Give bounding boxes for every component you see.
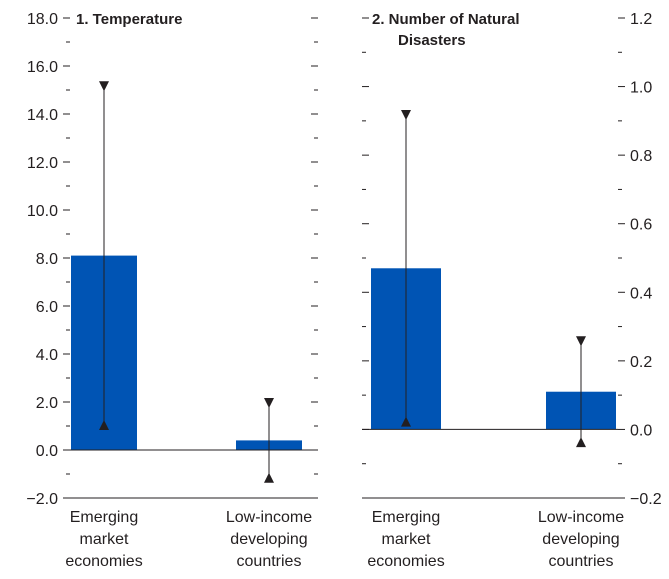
upper-bound-marker bbox=[401, 110, 411, 120]
panel-temperature: −2.0 0.0 2.0 4.0 6.0 8.0 10.0 12.0 14.0 16.0 18.0 1… bbox=[26, 11, 318, 570]
category-label: economies bbox=[65, 553, 142, 570]
y-tick-label: −2.0 bbox=[26, 491, 58, 508]
category-label: developing bbox=[542, 531, 619, 548]
category-label: market bbox=[382, 531, 431, 548]
category-label: Emerging bbox=[70, 509, 138, 526]
category-label: economies bbox=[367, 553, 444, 570]
y-tick-label: 8.0 bbox=[36, 251, 58, 268]
lower-bound-marker bbox=[401, 416, 411, 427]
category-label: countries bbox=[549, 553, 614, 570]
y-tick-label: 1.2 bbox=[630, 11, 652, 28]
category-label: market bbox=[80, 531, 129, 548]
category-label: Low-income bbox=[226, 509, 312, 526]
upper-bound-marker bbox=[264, 398, 274, 408]
y-tick-label: 0.4 bbox=[630, 285, 652, 302]
panel-title: Disasters bbox=[398, 32, 466, 49]
y-tick-label: 14.0 bbox=[27, 107, 58, 124]
y-tick-label: −0.2 bbox=[630, 491, 662, 508]
y-tick-label: 0.0 bbox=[36, 443, 58, 460]
category-label: Low-income bbox=[538, 509, 624, 526]
y-tick-label: 12.0 bbox=[27, 155, 58, 172]
panel-natural-disasters: −0.2 0.0 0.2 0.4 0.6 0.8 1.0 1.2 2. Number of Na… bbox=[362, 11, 662, 570]
y-tick-label: 18.0 bbox=[27, 11, 58, 28]
upper-bound-marker bbox=[99, 81, 109, 92]
category-label: countries bbox=[237, 553, 302, 570]
y-tick-label: 2.0 bbox=[36, 395, 58, 412]
lower-bound-marker bbox=[576, 437, 586, 448]
upper-bound-marker bbox=[576, 336, 586, 347]
y-tick-label: 0.8 bbox=[630, 148, 652, 165]
y-tick-label: 0.6 bbox=[630, 217, 652, 234]
y-tick-label: 6.0 bbox=[36, 299, 58, 316]
y-tick-label: 0.2 bbox=[630, 354, 652, 371]
y-tick-label: 4.0 bbox=[36, 347, 58, 364]
category-label: Emerging bbox=[372, 509, 440, 526]
y-tick-label: 0.0 bbox=[630, 422, 652, 439]
y-tick-label: 1.0 bbox=[630, 80, 652, 97]
panel-title: 2. Number of Natural bbox=[372, 11, 520, 28]
y-tick-label: 16.0 bbox=[27, 59, 58, 76]
y-tick-label: 10.0 bbox=[27, 203, 58, 220]
category-label: developing bbox=[230, 531, 307, 548]
lower-bound-marker bbox=[264, 472, 274, 483]
lower-bound-marker bbox=[99, 420, 109, 430]
panel-title: 1. Temperature bbox=[76, 11, 182, 28]
